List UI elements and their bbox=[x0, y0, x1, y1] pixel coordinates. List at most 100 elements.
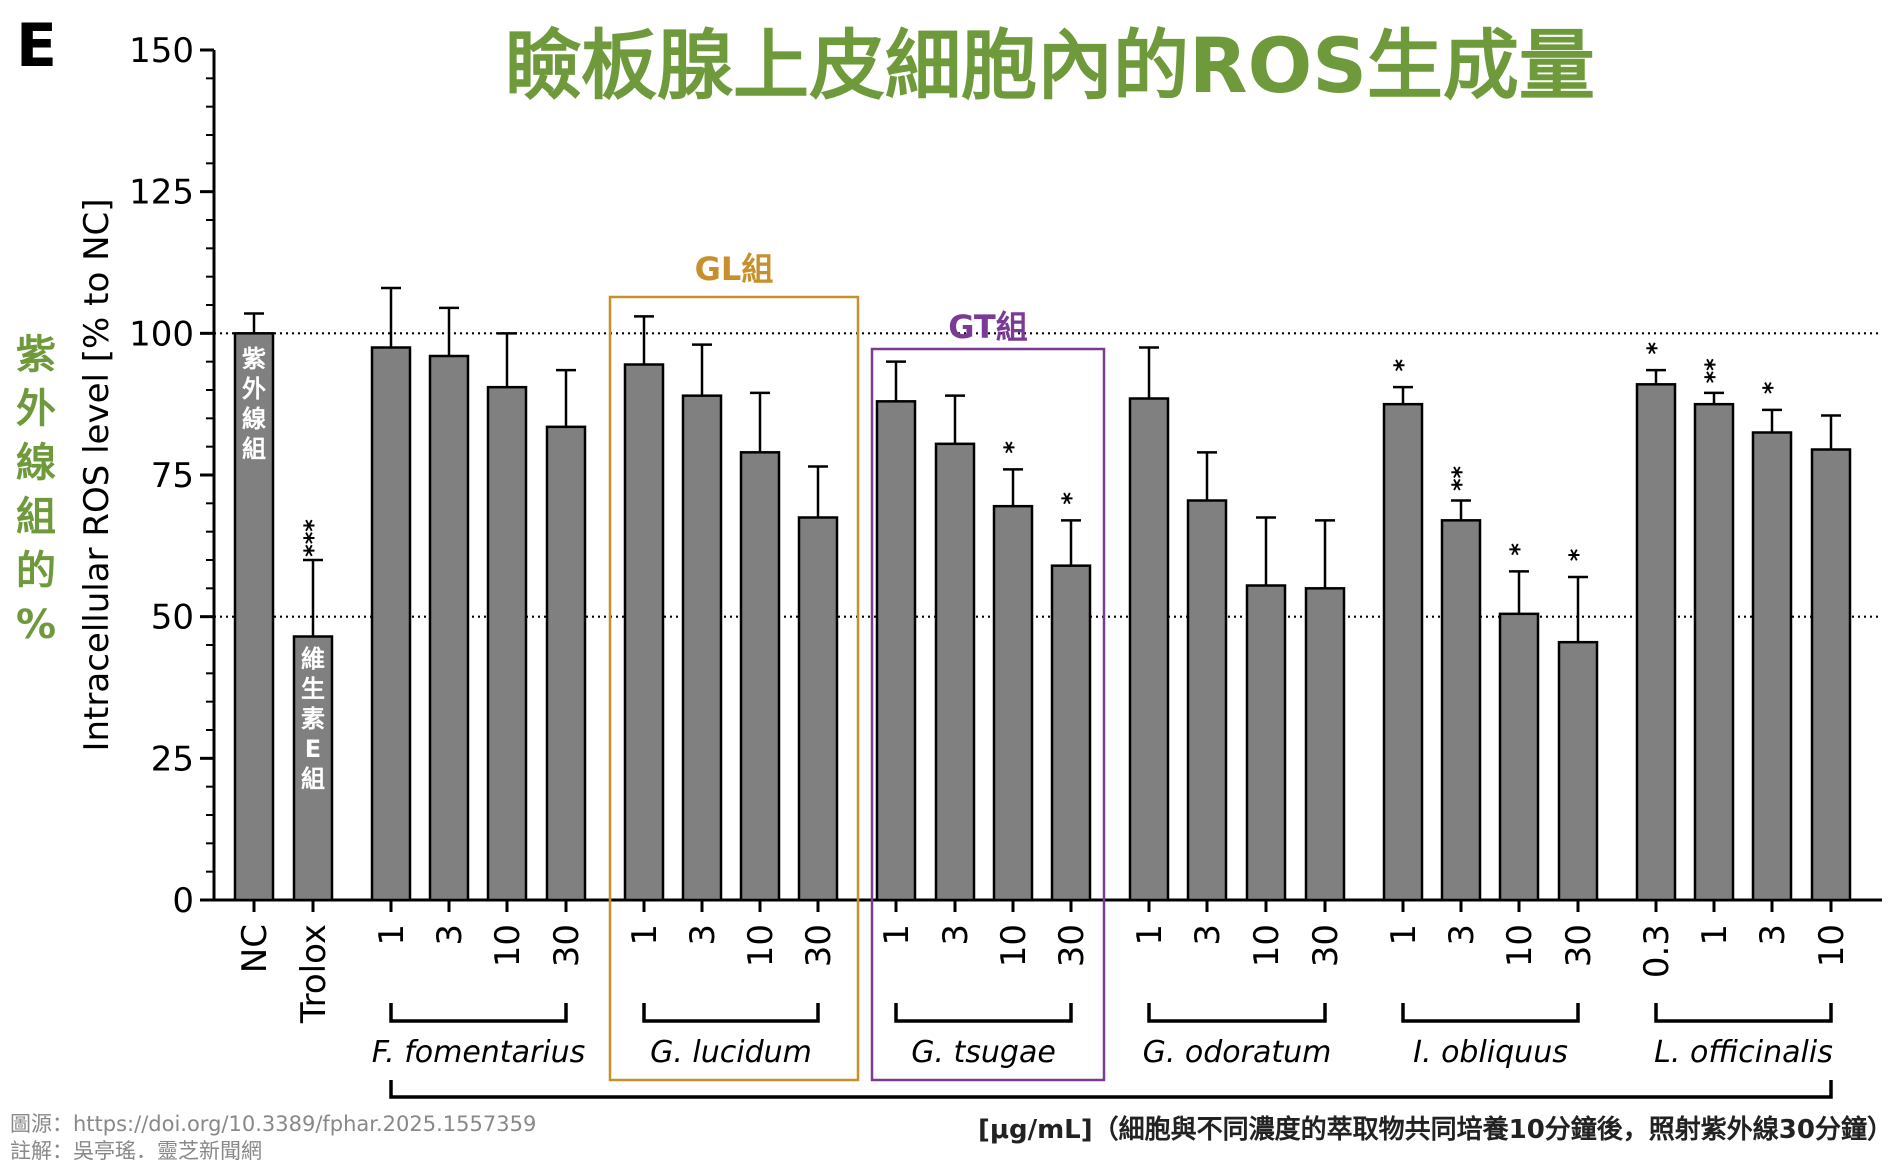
y-tick-label: 150 bbox=[129, 31, 194, 71]
x-tick-label: 1 bbox=[372, 924, 412, 946]
bar bbox=[1635, 383, 1677, 902]
bar bbox=[1498, 612, 1540, 902]
bar bbox=[739, 451, 781, 902]
x-tick-label: 10 bbox=[1500, 924, 1540, 967]
gl-box-label: GL組 bbox=[695, 250, 774, 288]
y-tick-label: 75 bbox=[151, 456, 194, 496]
panel-label: E bbox=[16, 11, 57, 81]
significance-marker: * bbox=[1389, 358, 1417, 371]
group-name: G. odoratum bbox=[1143, 1035, 1332, 1070]
group-bracket bbox=[894, 1003, 1073, 1023]
x-tick-label: 30 bbox=[1559, 924, 1599, 967]
x-tick-label: 1 bbox=[1384, 924, 1424, 946]
significance-marker: * bbox=[1642, 341, 1670, 354]
bar bbox=[1186, 499, 1228, 902]
x-tick-label: NC bbox=[235, 924, 275, 973]
group-bracket bbox=[642, 1003, 820, 1023]
x-tick-label: 3 bbox=[936, 924, 976, 946]
x-tick-label: 10 bbox=[488, 924, 528, 967]
significance-marker: ** bbox=[1700, 358, 1728, 384]
bar bbox=[486, 385, 528, 902]
significance-marker: * bbox=[1057, 492, 1085, 505]
significance-marker: ** bbox=[1447, 466, 1475, 492]
x-tick-label: 30 bbox=[799, 924, 839, 967]
bar bbox=[1382, 402, 1424, 902]
bar bbox=[1751, 431, 1793, 902]
footer-note: [μg/mL]（細胞與不同濃度的萃取物共同培養10分鐘後，照射紫外線30分鐘） bbox=[978, 1114, 1893, 1145]
nc-bar-label-char: 線 bbox=[242, 405, 266, 433]
gt-box-label: GT組 bbox=[948, 308, 1028, 346]
side-label-char: 外 bbox=[16, 386, 56, 432]
bar bbox=[1304, 587, 1346, 902]
x-tick-label: 10 bbox=[1812, 924, 1852, 967]
x-tick-label: Trolox bbox=[294, 924, 334, 1024]
side-label-char: % bbox=[16, 602, 56, 648]
bar bbox=[1050, 564, 1092, 902]
bar bbox=[1128, 397, 1170, 902]
y-tick-label: 0 bbox=[172, 881, 194, 921]
credit-source: 圖源：https://doi.org/10.3389/fphar.2025.15… bbox=[10, 1112, 536, 1136]
bar bbox=[623, 363, 665, 902]
x-tick-label: 1 bbox=[1695, 924, 1735, 946]
x-tick-label: 3 bbox=[1753, 924, 1793, 946]
unit-label: [μg/mL] bbox=[978, 1115, 1093, 1145]
x-tick-label: 1 bbox=[877, 924, 917, 946]
credit-note: 註解：吳亭瑤．靈芝新聞網 bbox=[10, 1139, 262, 1160]
group-bracket bbox=[1147, 1003, 1327, 1023]
x-tick-label: 1 bbox=[1130, 924, 1170, 946]
side-label-char: 組 bbox=[16, 494, 56, 540]
x-tick-label: 1 bbox=[625, 924, 665, 946]
group-bracket bbox=[1654, 1003, 1833, 1023]
significance-marker: * bbox=[1505, 543, 1533, 556]
bar bbox=[934, 442, 976, 902]
group-name: L. officinalis bbox=[1654, 1035, 1833, 1070]
bar bbox=[1693, 402, 1735, 902]
trolox-bar-label-char: 組 bbox=[301, 765, 325, 793]
x-tick-label: 3 bbox=[1188, 924, 1228, 946]
bar bbox=[1557, 640, 1599, 902]
x-tick-label: 10 bbox=[994, 924, 1034, 967]
side-label-char: 紫 bbox=[16, 332, 56, 378]
bar bbox=[1245, 584, 1287, 902]
significance-marker: * bbox=[1758, 381, 1786, 394]
y-axis-label: Intracellular ROS level [% to NC] bbox=[77, 198, 117, 751]
bar bbox=[428, 354, 470, 902]
trolox-bar-label-char: 素 bbox=[301, 705, 325, 733]
chart-title: 瞼板腺上皮細胞內的ROS生成量 bbox=[505, 21, 1595, 110]
y-tick-label: 25 bbox=[151, 739, 194, 779]
y-tick-label: 125 bbox=[129, 173, 194, 213]
gl-highlight-box bbox=[608, 295, 860, 1082]
experiment-note: （細胞與不同濃度的萃取物共同培養10分鐘後，照射紫外線30分鐘） bbox=[1093, 1114, 1893, 1145]
y-tick-label: 100 bbox=[129, 314, 194, 354]
trolox-bar-label-char: 生 bbox=[301, 675, 325, 703]
bar bbox=[681, 394, 723, 902]
x-tick-label: 0.3 bbox=[1637, 924, 1677, 978]
x-tick-label: 3 bbox=[430, 924, 470, 946]
group-name: G. lucidum bbox=[650, 1035, 812, 1070]
y-tick-label: 50 bbox=[151, 598, 194, 638]
nc-bar-label-char: 組 bbox=[242, 435, 266, 463]
trolox-bar-label-char: 維 bbox=[301, 645, 325, 673]
x-tick-label: 30 bbox=[1052, 924, 1092, 967]
bar bbox=[1810, 448, 1852, 902]
significance-marker: *** bbox=[299, 519, 327, 557]
nc-bar-label-char: 紫 bbox=[242, 345, 266, 373]
x-tick-label: 10 bbox=[1247, 924, 1287, 967]
side-label-char: 線 bbox=[16, 440, 56, 486]
bar bbox=[797, 516, 839, 902]
gt-highlight-box bbox=[870, 347, 1106, 1082]
group-name: G. tsugae bbox=[911, 1035, 1056, 1070]
bar bbox=[233, 332, 275, 902]
bar bbox=[370, 346, 412, 902]
significance-marker: * bbox=[1564, 548, 1592, 561]
group-name: F. fomentarius bbox=[372, 1035, 586, 1070]
group-bracket bbox=[389, 1003, 568, 1023]
x-tick-label: 3 bbox=[1442, 924, 1482, 946]
x-tick-label: 10 bbox=[741, 924, 781, 967]
bar bbox=[875, 400, 917, 902]
group-bracket bbox=[1401, 1003, 1580, 1023]
trolox-bar-label-char: E bbox=[305, 735, 321, 763]
x-tick-label: 30 bbox=[1306, 924, 1346, 967]
bar bbox=[545, 425, 587, 902]
